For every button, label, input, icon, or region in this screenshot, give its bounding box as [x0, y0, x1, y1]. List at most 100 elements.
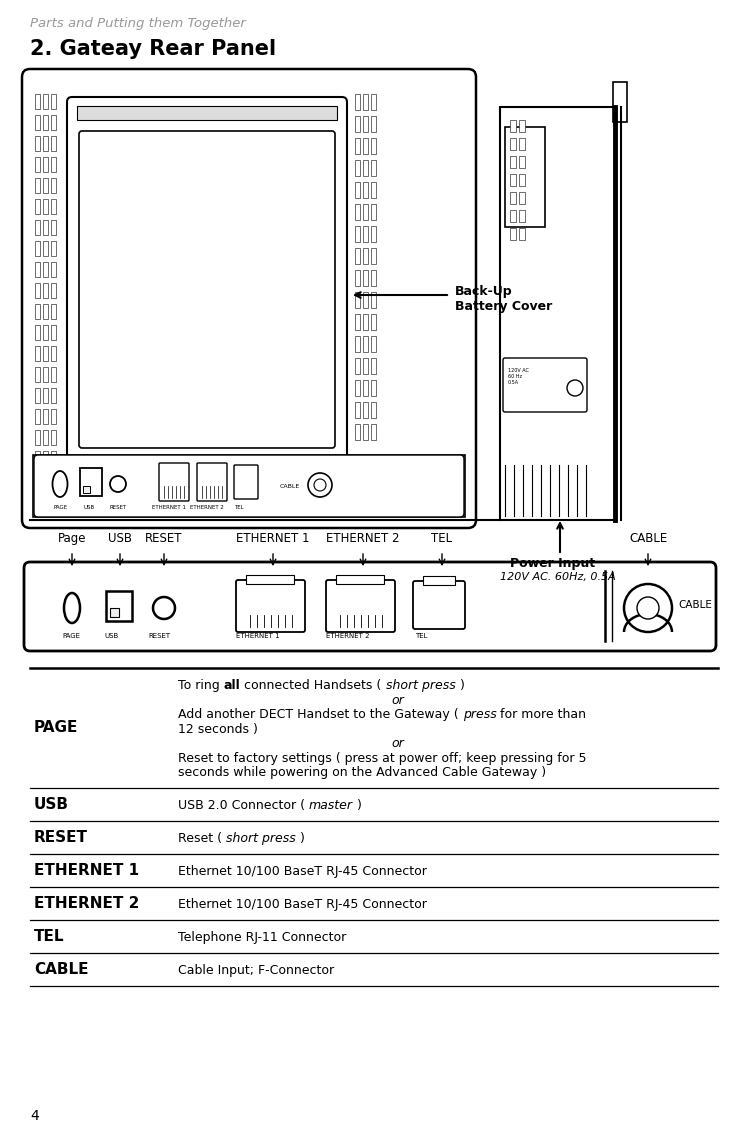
- Ellipse shape: [64, 592, 80, 623]
- Bar: [35, 178, 40, 193]
- Text: Ethernet 10/100 BaseT RJ-45 Connector: Ethernet 10/100 BaseT RJ-45 Connector: [178, 865, 427, 878]
- Text: ): ): [455, 679, 464, 692]
- Bar: [43, 283, 48, 299]
- Text: TEL: TEL: [415, 633, 427, 639]
- Bar: [35, 94, 40, 109]
- Bar: [371, 270, 376, 286]
- Bar: [613, 82, 627, 121]
- Bar: [35, 388, 40, 403]
- Text: 4: 4: [30, 1109, 39, 1123]
- FancyBboxPatch shape: [24, 562, 716, 651]
- Bar: [371, 160, 376, 176]
- Bar: [43, 220, 48, 235]
- Bar: [423, 575, 455, 585]
- Text: RESET: RESET: [145, 532, 183, 545]
- Bar: [355, 314, 360, 330]
- Text: master: master: [309, 799, 353, 813]
- Bar: [500, 107, 615, 520]
- Text: ETHERNET 2: ETHERNET 2: [326, 633, 369, 639]
- Bar: [35, 304, 40, 319]
- Bar: [43, 199, 48, 215]
- Bar: [51, 493, 56, 508]
- FancyBboxPatch shape: [234, 465, 258, 499]
- Text: Add another DECT Handset to the Gateway (: Add another DECT Handset to the Gateway …: [178, 708, 463, 721]
- FancyBboxPatch shape: [503, 358, 587, 412]
- FancyBboxPatch shape: [326, 580, 395, 632]
- Bar: [363, 314, 368, 330]
- Bar: [35, 346, 40, 361]
- Text: USB: USB: [104, 633, 118, 639]
- Text: PAGE: PAGE: [53, 505, 67, 510]
- FancyBboxPatch shape: [79, 131, 335, 448]
- Text: TEL: TEL: [234, 505, 244, 510]
- Bar: [371, 204, 376, 220]
- Bar: [43, 430, 48, 445]
- Bar: [43, 241, 48, 257]
- FancyBboxPatch shape: [197, 463, 227, 501]
- FancyBboxPatch shape: [34, 455, 464, 518]
- Text: Reset to factory settings ( press at power off; keep pressing for 5: Reset to factory settings ( press at pow…: [178, 751, 586, 765]
- Text: Back-Up
Battery Cover: Back-Up Battery Cover: [455, 285, 552, 313]
- Text: 2. Gateay Rear Panel: 2. Gateay Rear Panel: [30, 39, 276, 59]
- Bar: [106, 591, 132, 621]
- Bar: [371, 138, 376, 154]
- FancyBboxPatch shape: [159, 463, 189, 501]
- Bar: [363, 226, 368, 242]
- Text: CABLE: CABLE: [280, 484, 300, 488]
- Bar: [519, 155, 525, 168]
- Text: seconds while powering on the Advanced Cable Gateway ): seconds while powering on the Advanced C…: [178, 766, 546, 780]
- Bar: [355, 424, 360, 440]
- Bar: [35, 430, 40, 445]
- Bar: [51, 178, 56, 193]
- Bar: [43, 178, 48, 193]
- Bar: [246, 575, 294, 585]
- Bar: [355, 226, 360, 242]
- FancyBboxPatch shape: [22, 69, 476, 528]
- Circle shape: [314, 479, 326, 491]
- Bar: [336, 575, 384, 585]
- Text: press: press: [463, 708, 496, 721]
- Bar: [35, 472, 40, 487]
- Bar: [51, 136, 56, 151]
- Bar: [35, 157, 40, 173]
- Text: short press: short press: [226, 832, 296, 846]
- Text: PAGE: PAGE: [62, 633, 80, 639]
- Bar: [363, 94, 368, 110]
- Bar: [371, 226, 376, 242]
- Bar: [51, 157, 56, 173]
- Bar: [110, 608, 119, 617]
- Bar: [51, 430, 56, 445]
- Bar: [355, 336, 360, 352]
- Bar: [355, 94, 360, 110]
- Bar: [371, 424, 376, 440]
- Bar: [355, 358, 360, 375]
- Bar: [51, 346, 56, 361]
- Bar: [35, 493, 40, 508]
- Bar: [35, 262, 40, 277]
- Text: Reset (: Reset (: [178, 832, 226, 846]
- Bar: [371, 358, 376, 375]
- Bar: [371, 314, 376, 330]
- Circle shape: [153, 597, 175, 619]
- Bar: [355, 138, 360, 154]
- Bar: [363, 116, 368, 132]
- Bar: [355, 249, 360, 264]
- Bar: [51, 241, 56, 257]
- Bar: [505, 127, 545, 227]
- Text: Power Input: Power Input: [510, 557, 595, 570]
- Circle shape: [567, 380, 583, 396]
- Bar: [519, 138, 525, 150]
- Bar: [510, 210, 516, 222]
- Bar: [43, 115, 48, 131]
- Bar: [510, 192, 516, 204]
- Bar: [43, 493, 48, 508]
- Text: USB: USB: [34, 797, 69, 812]
- Text: To ring: To ring: [178, 679, 224, 692]
- Bar: [35, 220, 40, 235]
- Bar: [43, 157, 48, 173]
- Bar: [43, 262, 48, 277]
- Bar: [510, 138, 516, 150]
- Circle shape: [637, 597, 659, 619]
- Bar: [363, 138, 368, 154]
- Bar: [43, 94, 48, 109]
